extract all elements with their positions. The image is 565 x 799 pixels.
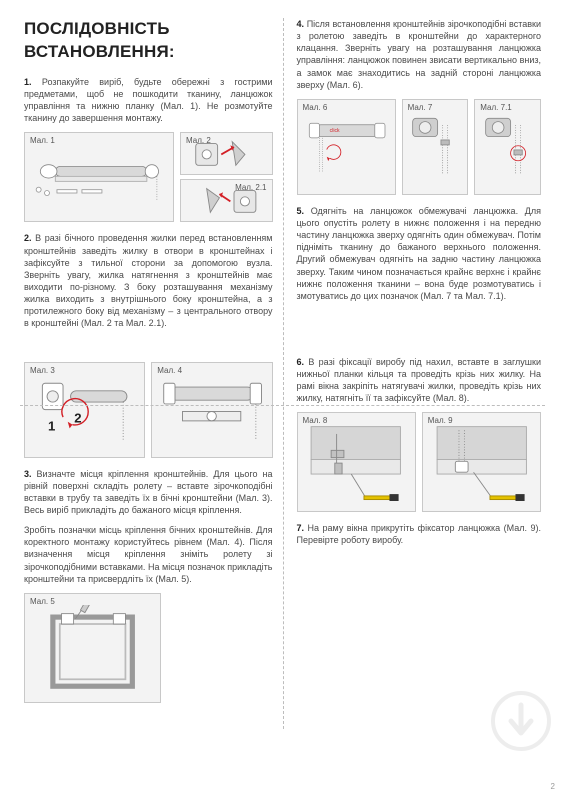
divider-horizontal xyxy=(20,405,545,406)
click-label: click xyxy=(330,128,340,134)
fig-1-caption: Мал. 1 xyxy=(30,136,55,147)
step-6-body: В разі фіксації виробу під нахил, вставт… xyxy=(297,357,542,403)
fig-7-svg xyxy=(406,109,464,184)
section-top-left: ПОСЛІДОВНІСТЬ ВСТАНОВЛЕННЯ: 1. Розпакуйт… xyxy=(20,18,283,356)
fig-8-svg xyxy=(303,423,409,501)
step-7-body: На раму вікна прикрутіть фіксатор ланцюж… xyxy=(297,523,542,545)
figs-1-2: Мал. 1 Мал. 2 xyxy=(24,132,273,222)
step-4-num: 4. xyxy=(297,19,305,29)
figs-3-4: Мал. 3 1 2 Мал. 4 xyxy=(24,362,273,458)
fig-7-1: Мал. 7.1 xyxy=(474,99,541,195)
step-3-text: 3. Визначте місця кріплення кронштейнів.… xyxy=(24,468,273,517)
step-1-text: 1. Розпакуйте виріб, будьте обережні з г… xyxy=(24,76,273,125)
step-4-text: 4. Після встановлення кронштейнів зірочк… xyxy=(297,18,542,91)
step-2-num: 2. xyxy=(24,233,32,243)
step-3a-body: Зробіть позначки місць кріплення бічних … xyxy=(24,525,273,584)
fig-2-1: Мал. 2.1 xyxy=(180,179,273,222)
fig-4: Мал. 4 xyxy=(151,362,272,458)
step-5-body: Одягніть на ланцюжок обмежувачі ланцюжка… xyxy=(297,206,542,301)
divider-vertical xyxy=(283,18,284,729)
fig-2-1-caption: Мал. 2.1 xyxy=(235,183,266,194)
step-2-text: 2. В разі бічного проведення жилки перед… xyxy=(24,232,273,329)
fig-3-caption: Мал. 3 xyxy=(30,366,55,377)
figs-8-9: Мал. 8 Мал. 9 xyxy=(297,412,542,512)
step-7-num: 7. xyxy=(297,523,305,533)
fig-7: Мал. 7 xyxy=(402,99,469,195)
watermark-icon xyxy=(491,691,551,751)
svg-text:1: 1 xyxy=(48,418,55,433)
step-7-text: 7. На раму вікна прикрутіть фіксатор лан… xyxy=(297,522,542,546)
fig-7-1-caption: Мал. 7.1 xyxy=(480,103,511,114)
figs-5: Мал. 5 xyxy=(24,593,161,703)
step-2-body: В разі бічного проведення жилки перед вс… xyxy=(24,233,273,328)
fig-5-svg xyxy=(32,605,153,691)
step-6-text: 6. В разі фіксації виробу під нахил, вст… xyxy=(297,356,542,405)
fig-8: Мал. 8 xyxy=(297,412,416,512)
fig-6-caption: Мал. 6 xyxy=(303,103,328,114)
step-6-num: 6. xyxy=(297,357,305,367)
fig-2-caption: Мал. 2 xyxy=(186,136,211,147)
figs-6-7: Мал. 6 click Мал. 7 xyxy=(297,99,542,195)
step-5-num: 5. xyxy=(297,206,305,216)
fig-9: Мал. 9 xyxy=(422,412,541,512)
fig-7-1-svg xyxy=(479,109,537,184)
fig-7-caption: Мал. 7 xyxy=(408,103,433,114)
fig-6: Мал. 6 click xyxy=(297,99,396,195)
section-bottom-left: Мал. 3 1 2 Мал. 4 xyxy=(20,356,283,731)
fig-9-svg xyxy=(429,423,535,501)
fig-3-svg: 1 2 xyxy=(31,372,138,447)
fig-3: Мал. 3 1 2 xyxy=(24,362,145,458)
page-number: 2 xyxy=(551,782,555,793)
fig-9-caption: Мал. 9 xyxy=(428,416,453,427)
step-3a-text: Зробіть позначки місць кріплення бічних … xyxy=(24,524,273,585)
fig-8-caption: Мал. 8 xyxy=(303,416,328,427)
step-4-body: Після встановлення кронштейнів зірочкопо… xyxy=(297,19,542,90)
fig-4-caption: Мал. 4 xyxy=(157,366,182,377)
step-3-num: 3. xyxy=(24,469,32,479)
page-title: ПОСЛІДОВНІСТЬ ВСТАНОВЛЕННЯ: xyxy=(24,18,273,64)
section-top-right: 4. Після встановлення кронштейнів зірочк… xyxy=(283,18,546,356)
step-1-num: 1. xyxy=(24,77,32,87)
fig-1-svg xyxy=(32,142,165,212)
section-bottom-right: 6. В разі фіксації виробу під нахил, вст… xyxy=(283,356,546,731)
step-1-body: Розпакуйте виріб, будьте обережні з гост… xyxy=(24,77,273,123)
fig-5: Мал. 5 xyxy=(24,593,161,703)
fig-4-svg xyxy=(158,372,265,447)
step-3-body: Визначте місця кріплення кронштейнів. Дл… xyxy=(24,469,273,515)
fig-1: Мал. 1 xyxy=(24,132,174,222)
fig-2: Мал. 2 xyxy=(180,132,273,175)
fig-5-caption: Мал. 5 xyxy=(30,597,55,608)
fig-6-svg: click xyxy=(302,109,389,184)
step-5-text: 5. Одягніть на ланцюжок обмежувачі ланцю… xyxy=(297,205,542,302)
